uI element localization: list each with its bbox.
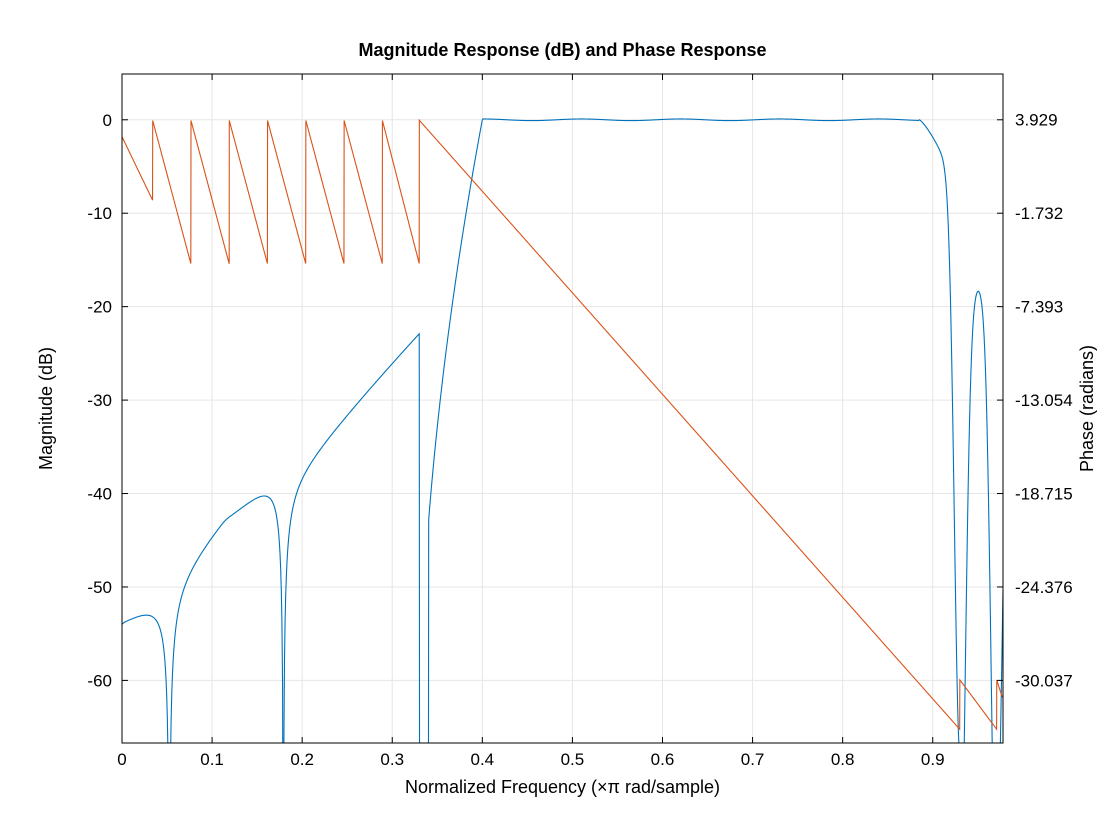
y-left-axis-label: Magnitude (dB) xyxy=(36,347,56,470)
x-tick-label: 0.1 xyxy=(200,750,224,769)
y-right-tick-label: -30.037 xyxy=(1015,671,1073,690)
x-tick-label: 0.5 xyxy=(561,750,585,769)
x-tick-label: 0.8 xyxy=(831,750,855,769)
x-tick-label: 0.6 xyxy=(651,750,675,769)
x-tick-label: 0.2 xyxy=(290,750,314,769)
y-left-tick-label: -30 xyxy=(87,391,112,410)
y-right-tick-label: -13.054 xyxy=(1015,391,1073,410)
y-right-tick-label: -7.393 xyxy=(1015,298,1063,317)
x-tick-label: 0.7 xyxy=(741,750,765,769)
y-right-tick-label: -18.715 xyxy=(1015,485,1073,504)
y-left-tick-label: -20 xyxy=(87,298,112,317)
y-right-tick-label: -24.376 xyxy=(1015,578,1073,597)
x-axis-label: Normalized Frequency (×π rad/sample) xyxy=(405,777,720,797)
x-tick-label: 0.9 xyxy=(921,750,945,769)
y-left-tick-label: 0 xyxy=(103,111,112,130)
y-right-tick-label: 3.929 xyxy=(1015,111,1058,130)
y-right-axis-label: Phase (radians) xyxy=(1077,345,1097,472)
freqz-chart: 0 0.1 0.2 0.3 0.4 0.5 0.6 0.7 0.8 0.9 -60 -50 -40 -30… xyxy=(0,0,1120,840)
y-left-tick-label: -60 xyxy=(87,671,112,690)
y-left-tick-label: -40 xyxy=(87,485,112,504)
x-tick-label: 0 xyxy=(117,750,126,769)
x-tick-label: 0.3 xyxy=(380,750,404,769)
x-tick-label: 0.4 xyxy=(471,750,495,769)
y-left-tick-label: -50 xyxy=(87,578,112,597)
y-right-tick-label: -1.732 xyxy=(1015,204,1063,223)
chart-title: Magnitude Response (dB) and Phase Respon… xyxy=(358,40,766,60)
y-left-tick-label: -10 xyxy=(87,204,112,223)
